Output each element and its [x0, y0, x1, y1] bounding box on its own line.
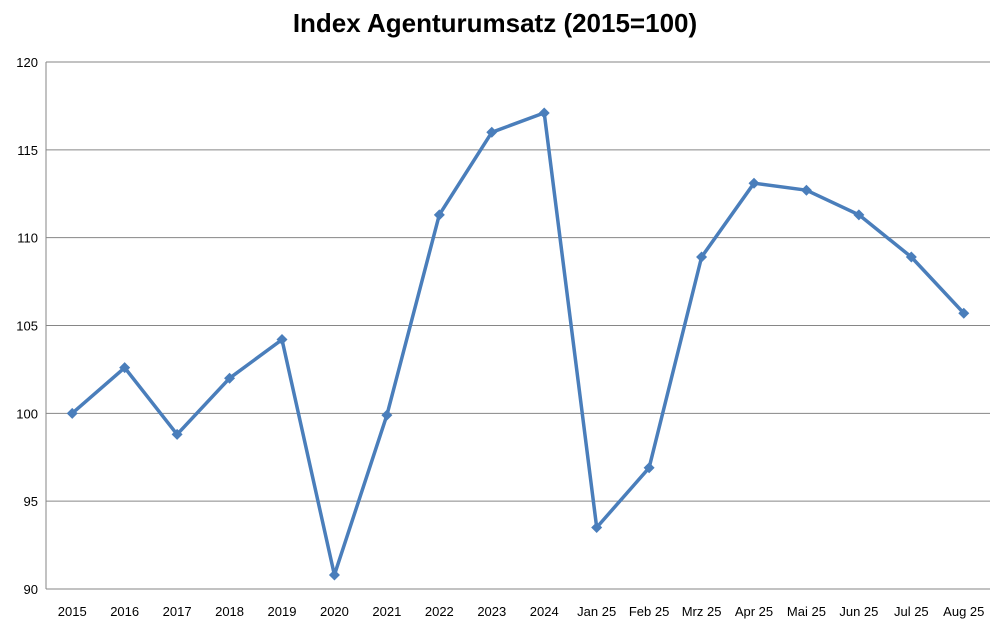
data-point-marker [538, 107, 550, 119]
chart-title: Index Agenturumsatz (2015=100) [292, 8, 698, 38]
x-tick-label: 2024 [530, 604, 559, 619]
data-point-marker [171, 428, 183, 440]
x-tick-label: 2020 [320, 604, 349, 619]
data-point-marker [66, 407, 78, 419]
data-point-marker [276, 334, 288, 346]
x-tick-label: Mai 25 [787, 604, 826, 619]
x-tick-label: 2017 [163, 604, 192, 619]
x-tick-label: 2023 [477, 604, 506, 619]
data-point-marker [119, 362, 131, 374]
y-axis-tick-labels: 90 95 100 105 110 115 120 [16, 55, 38, 597]
y-tick-label: 90 [24, 582, 38, 597]
y-tick-label: 120 [16, 55, 38, 70]
data-point-marker [381, 409, 393, 421]
data-point-marker [958, 307, 970, 319]
data-point-marker [328, 569, 340, 581]
data-point-marker [800, 184, 812, 196]
data-point-marker [905, 251, 917, 263]
y-tick-label: 95 [24, 494, 38, 509]
x-tick-label: 2015 [58, 604, 87, 619]
data-point-marker [486, 126, 498, 138]
y-tick-label: 110 [17, 231, 38, 246]
series-markers [66, 107, 970, 581]
data-point-marker [748, 177, 760, 189]
series-line-layer [70, 111, 966, 577]
x-tick-label: 2016 [110, 604, 139, 619]
x-tick-label: Jun 25 [839, 604, 878, 619]
x-tick-label: Mrz 25 [682, 604, 722, 619]
y-tick-label: 100 [16, 406, 38, 421]
x-tick-label: 2019 [268, 604, 297, 619]
data-point-marker [853, 209, 865, 221]
data-point-marker [696, 251, 708, 263]
gridlines [46, 61, 990, 590]
x-tick-label: 2021 [372, 604, 401, 619]
data-point-marker [224, 372, 236, 384]
x-tick-label: Jan 25 [577, 604, 616, 619]
x-tick-label: Apr 25 [735, 604, 773, 619]
x-tick-label: 2022 [425, 604, 454, 619]
x-tick-label: Jul 25 [894, 604, 929, 619]
series-line [70, 111, 966, 577]
data-point-marker [591, 522, 603, 534]
x-tick-label: Feb 25 [629, 604, 669, 619]
x-tick-label: Aug 25 [943, 604, 984, 619]
x-axis-tick-labels: 2015 2016 2017 2018 2019 2020 2021 2022 2023 2024… [58, 604, 985, 619]
data-point-marker [433, 209, 445, 221]
x-tick-label: 2018 [215, 604, 244, 619]
y-tick-label: 115 [17, 143, 38, 158]
data-point-marker [643, 462, 655, 474]
y-tick-label: 105 [16, 319, 38, 334]
